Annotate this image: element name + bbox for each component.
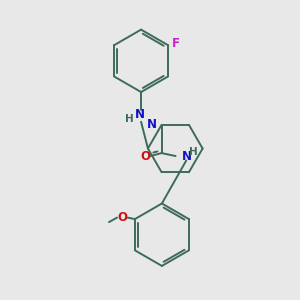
Text: F: F <box>172 37 180 50</box>
Text: O: O <box>140 149 150 163</box>
Text: N: N <box>147 118 157 131</box>
Text: H: H <box>189 147 198 157</box>
Text: H: H <box>125 114 134 124</box>
Text: N: N <box>182 149 192 163</box>
Text: O: O <box>117 211 128 224</box>
Text: N: N <box>135 108 145 122</box>
